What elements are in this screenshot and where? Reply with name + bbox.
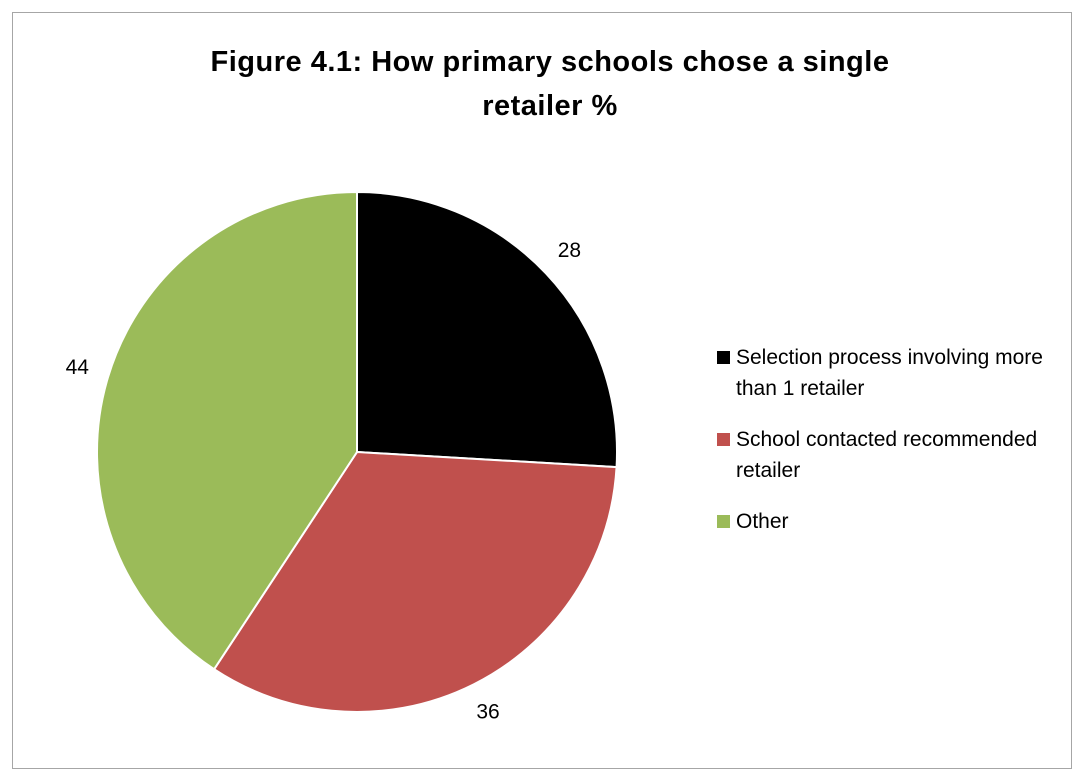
chart-title-line-2: retailer % bbox=[482, 90, 618, 122]
chart-title: Figure 4.1: How primary schools chose a … bbox=[0, 40, 1080, 128]
data-label-2: 36 bbox=[476, 700, 499, 723]
legend-label: School contacted recommended retailer bbox=[736, 428, 1038, 482]
legend-swatch bbox=[717, 433, 730, 446]
pie-slice-1 bbox=[356, 190, 618, 469]
legend-label: Selection process involving more than 1 … bbox=[736, 346, 1043, 400]
legend-item-school-contacted: School contacted recommended retailer bbox=[717, 424, 1077, 486]
chart-legend: Selection process involving more than 1 … bbox=[717, 342, 1077, 557]
legend-swatch bbox=[717, 515, 730, 528]
data-label-1: 28 bbox=[558, 239, 581, 262]
chart-title-line-1: Figure 4.1: How primary schools chose a … bbox=[210, 46, 890, 78]
legend-item-selection-process: Selection process involving more than 1 … bbox=[717, 342, 1077, 404]
legend-label: Other bbox=[736, 510, 789, 533]
legend-item-other: Other bbox=[717, 506, 1077, 537]
data-label-3: 44 bbox=[66, 356, 90, 379]
legend-swatch bbox=[717, 351, 730, 364]
pie-slice-3 bbox=[96, 190, 358, 671]
